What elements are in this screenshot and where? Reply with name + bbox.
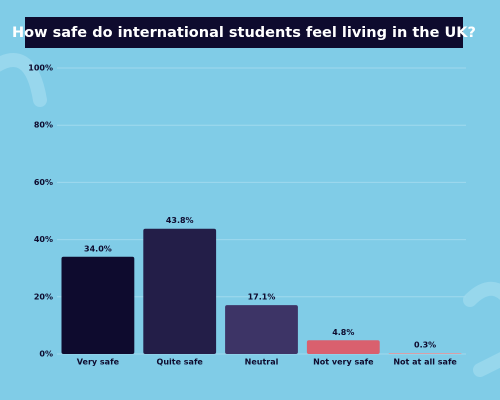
x-tick-label: Not at all safe [393,358,457,367]
value-label: 43.8% [166,216,194,225]
y-tick-label: 60% [34,178,53,187]
x-tick-label: Quite safe [157,358,204,367]
chart-title: How safe do international students feel … [12,25,476,41]
value-label: 4.8% [332,328,354,337]
value-label: 34.0% [84,244,112,253]
bar [225,305,298,354]
x-tick-label: Neutral [245,358,279,367]
value-label: 17.1% [248,293,276,302]
x-tick-label: Very safe [77,358,120,367]
bar [388,353,462,354]
bar [61,256,135,354]
value-label: 0.3% [414,341,436,350]
bar [306,340,380,354]
x-tick-label: Not very safe [313,358,374,367]
y-tick-label: 0% [39,350,53,359]
decoration [0,53,500,377]
y-tick-label: 100% [28,64,53,73]
y-tick-label: 80% [34,121,53,130]
y-tick-label: 20% [34,292,53,301]
title-box [25,17,463,48]
bar [143,228,217,354]
y-tick-label: 40% [34,235,53,244]
